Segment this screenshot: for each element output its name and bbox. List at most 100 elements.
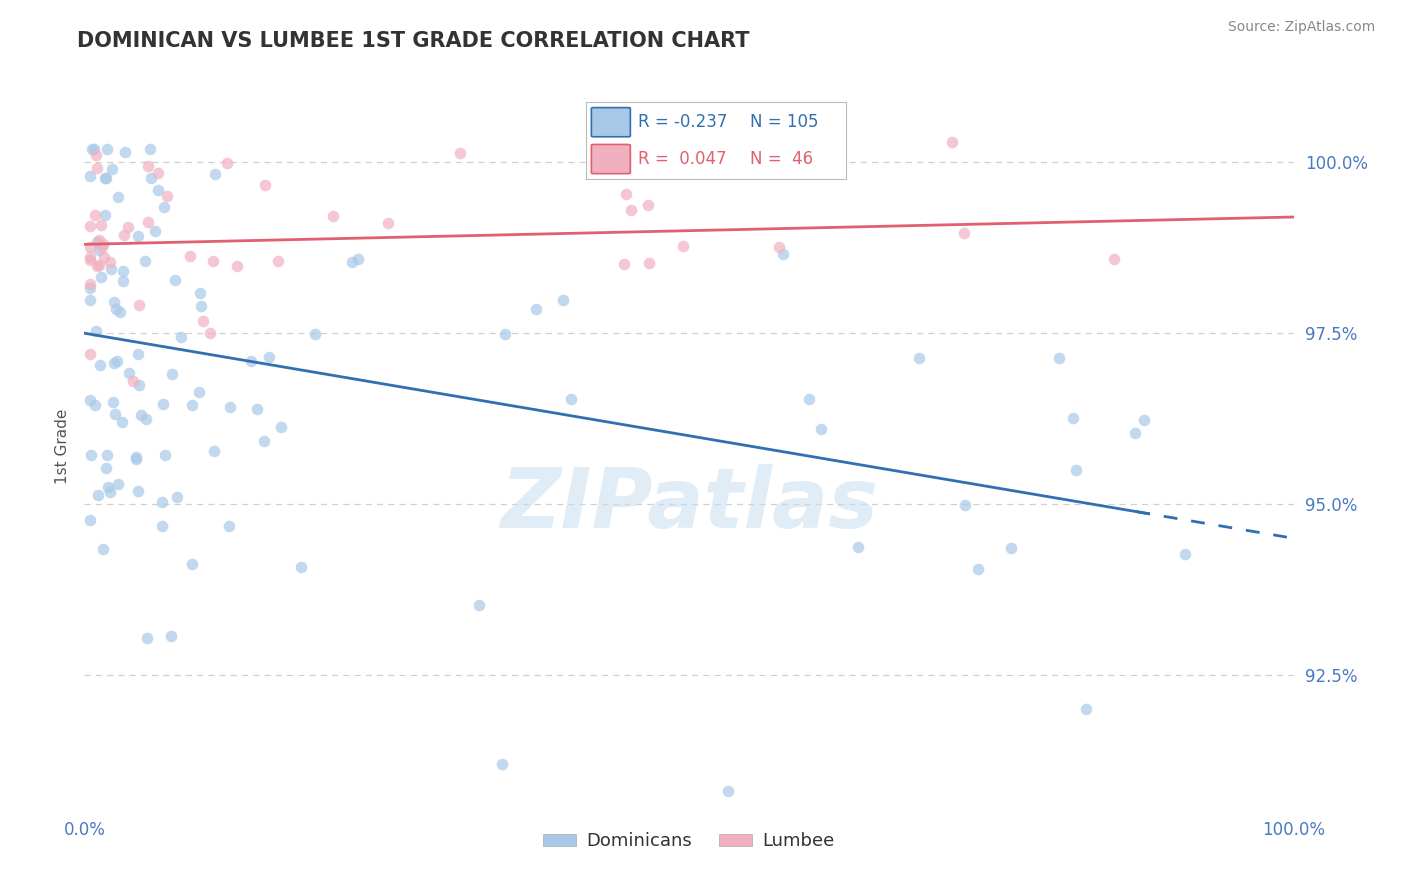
Point — [204, 168, 226, 182]
Point — [347, 252, 370, 267]
Point — [111, 415, 134, 429]
Point — [377, 216, 399, 230]
Point — [90, 219, 112, 233]
Point — [200, 326, 222, 341]
Point — [240, 354, 263, 368]
Point — [107, 190, 129, 204]
Point — [83, 142, 105, 156]
Point — [449, 146, 471, 161]
Point — [1062, 411, 1084, 425]
Point — [79, 239, 101, 253]
Point — [79, 513, 101, 527]
Point — [218, 519, 240, 533]
Point — [136, 215, 159, 229]
Point — [159, 629, 181, 643]
Point — [146, 183, 169, 197]
Point — [127, 346, 149, 360]
Point — [86, 161, 108, 176]
Text: ZIPatlas: ZIPatlas — [501, 464, 877, 545]
Point — [118, 366, 141, 380]
Point — [156, 188, 179, 202]
Point — [304, 326, 326, 341]
Point — [136, 159, 159, 173]
Point — [91, 237, 114, 252]
Point — [98, 484, 121, 499]
Point — [1074, 702, 1097, 716]
Point — [560, 392, 582, 407]
Point — [163, 273, 186, 287]
Point — [107, 476, 129, 491]
Point — [810, 422, 832, 436]
Point — [181, 557, 204, 571]
Point — [103, 394, 125, 409]
Point — [797, 392, 820, 406]
Point — [166, 491, 188, 505]
Point — [225, 260, 247, 274]
Point — [82, 142, 104, 156]
Point — [104, 301, 127, 316]
Point — [79, 347, 101, 361]
Point — [202, 443, 225, 458]
Point — [89, 243, 111, 257]
Point — [96, 480, 118, 494]
Point — [322, 209, 344, 223]
Legend: Dominicans, Lumbee: Dominicans, Lumbee — [536, 825, 842, 857]
Point — [135, 412, 157, 426]
Point — [907, 351, 929, 365]
Point — [717, 784, 740, 798]
Point — [613, 257, 636, 271]
Point — [551, 293, 574, 308]
Point — [253, 178, 276, 192]
Point — [270, 419, 292, 434]
Point — [966, 562, 988, 576]
Point — [103, 356, 125, 370]
Point — [162, 368, 184, 382]
Point — [79, 169, 101, 183]
Point — [671, 239, 693, 253]
Point — [112, 264, 135, 278]
Point — [128, 378, 150, 392]
Point — [89, 233, 111, 247]
Point — [94, 208, 117, 222]
Point — [846, 540, 869, 554]
Point — [491, 756, 513, 771]
Point — [104, 407, 127, 421]
Point — [79, 277, 101, 292]
Point — [111, 274, 134, 288]
Point — [1174, 547, 1197, 561]
Point — [217, 156, 239, 170]
Point — [1102, 252, 1125, 267]
Point — [135, 632, 157, 646]
Point — [98, 255, 121, 269]
Point — [654, 142, 676, 156]
Point — [1125, 425, 1147, 440]
Point — [79, 250, 101, 264]
Point — [257, 350, 280, 364]
Point — [187, 385, 209, 400]
Point — [84, 324, 107, 338]
Point — [141, 170, 163, 185]
Point — [112, 227, 135, 242]
Point — [953, 499, 976, 513]
Point — [83, 208, 105, 222]
Point — [96, 448, 118, 462]
Point — [90, 269, 112, 284]
Point — [340, 254, 363, 268]
Text: Source: ZipAtlas.com: Source: ZipAtlas.com — [1227, 20, 1375, 34]
Point — [138, 142, 160, 156]
Point — [103, 294, 125, 309]
Text: DOMINICAN VS LUMBEE 1ST GRADE CORRELATION CHART: DOMINICAN VS LUMBEE 1ST GRADE CORRELATIO… — [77, 31, 749, 51]
Point — [494, 326, 516, 341]
Point — [101, 162, 124, 177]
Point — [127, 484, 149, 499]
Point — [86, 235, 108, 250]
Point — [84, 148, 107, 162]
Point — [117, 220, 139, 235]
Point — [100, 262, 122, 277]
Point — [768, 239, 790, 253]
Point — [180, 398, 202, 412]
Point — [1047, 351, 1070, 366]
Point — [96, 460, 118, 475]
Point — [170, 330, 193, 344]
Point — [253, 434, 276, 449]
